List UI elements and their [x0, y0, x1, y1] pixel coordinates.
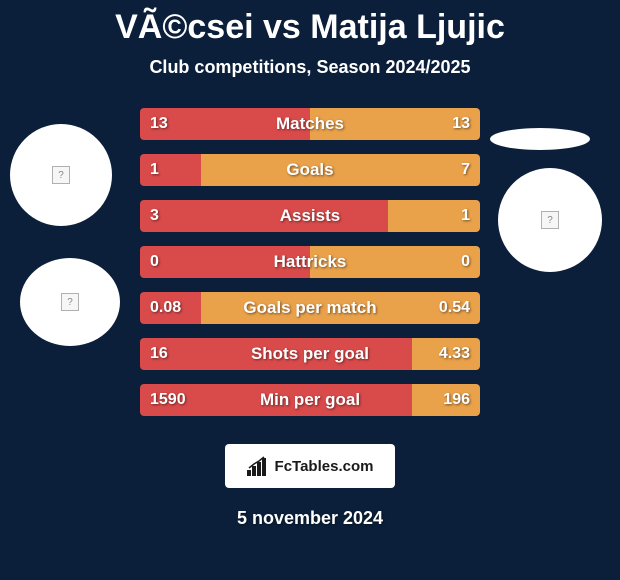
bar-segment-right: [201, 292, 480, 324]
brand-badge: FcTables.com: [225, 444, 395, 488]
bar-row: Assists31: [140, 200, 480, 232]
bar-row: Goals17: [140, 154, 480, 186]
bar-segment-left: [140, 384, 412, 416]
bar-segment-left: [140, 338, 412, 370]
deco-circle: ?: [20, 258, 120, 346]
page-title: VÃ©csei vs Matija Ljujic: [115, 8, 505, 47]
bar-segment-left: [140, 108, 310, 140]
bar-segment-left: [140, 292, 201, 324]
bar-segment-right: [388, 200, 480, 232]
brand-text: FcTables.com: [275, 458, 374, 475]
deco-ellipse: [490, 128, 590, 150]
bar-segment-right: [412, 338, 480, 370]
bar-row: Matches1313: [140, 108, 480, 140]
image-placeholder-icon: ?: [61, 293, 79, 311]
image-placeholder-icon: ?: [541, 211, 559, 229]
bar-segment-left: [140, 154, 201, 186]
deco-circle: ?: [498, 168, 602, 272]
date-label: 5 november 2024: [237, 508, 383, 529]
page-subtitle: Club competitions, Season 2024/2025: [149, 57, 470, 78]
bar-row: Min per goal1590196: [140, 384, 480, 416]
bar-segment-left: [140, 200, 388, 232]
brand-icon: [247, 456, 271, 476]
bar-segment-right: [310, 246, 480, 278]
bar-row: Hattricks00: [140, 246, 480, 278]
bar-segment-left: [140, 246, 310, 278]
comparison-bars: Matches1313 Goals17 Assists31 Hattricks00 Go…: [140, 108, 480, 416]
deco-circle: ?: [10, 124, 112, 226]
bar-row: Shots per goal164.33: [140, 338, 480, 370]
bar-segment-right: [412, 384, 480, 416]
image-placeholder-icon: ?: [52, 166, 70, 184]
bar-segment-right: [201, 154, 480, 186]
bar-row: Goals per match0.080.54: [140, 292, 480, 324]
bar-segment-right: [310, 108, 480, 140]
